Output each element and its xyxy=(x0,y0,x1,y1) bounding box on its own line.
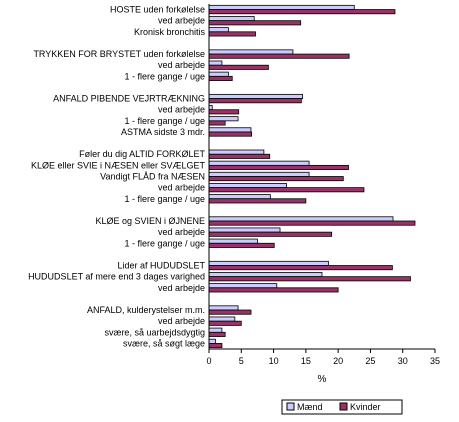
bar-m-nd xyxy=(208,272,323,278)
bar-m-nd xyxy=(208,283,278,289)
bar-m-nd xyxy=(208,4,355,10)
bar-kvinder xyxy=(208,20,302,26)
bar-kvinder xyxy=(208,109,240,115)
category-label: ved arbejde xyxy=(158,316,205,326)
bar-kvinder xyxy=(208,98,302,104)
bar-m-nd xyxy=(208,260,329,266)
x-tick-label: 20 xyxy=(333,356,343,366)
category-label: 1 - flere gange / uge xyxy=(124,238,205,248)
bar-m-nd xyxy=(208,327,223,333)
category-label: ved arbejde xyxy=(158,60,205,70)
bar-kvinder xyxy=(208,64,269,70)
legend-swatch-kvinder xyxy=(339,402,348,411)
x-axis-title: % xyxy=(318,374,327,385)
category-label: Lider af HUDUDSLET xyxy=(117,261,205,271)
bar-m-nd xyxy=(208,127,252,133)
x-tick-label: 10 xyxy=(269,356,279,366)
bar-kvinder xyxy=(208,287,339,293)
bar-m-nd xyxy=(208,316,236,322)
bar-kvinder xyxy=(208,276,411,282)
bar-m-nd xyxy=(208,149,265,155)
x-tick-label: 25 xyxy=(365,356,375,366)
category-label: KLØE eller SVIE i NÆSEN eller SVÆLGET xyxy=(31,160,206,170)
bar-kvinder xyxy=(208,31,256,37)
bar-m-nd xyxy=(208,93,304,99)
category-label: ANFALD PIBENDE VEJRTRÆKNING xyxy=(53,94,205,104)
legend: Mænd Kvinder xyxy=(281,399,403,415)
bar-kvinder xyxy=(208,176,344,182)
category-label: ved arbejde xyxy=(158,227,205,237)
category-label: TRYKKEN FOR BRYSTET uden forkølelse xyxy=(33,49,205,59)
category-label: Vandigt FLÅD fra NÆSEN xyxy=(100,172,205,182)
legend-label-maend: Mænd xyxy=(297,402,323,412)
bar-kvinder xyxy=(208,131,253,137)
category-label: ved arbejde xyxy=(158,16,205,26)
bar-m-nd xyxy=(208,238,258,244)
legend-label-kvinder: Kvinder xyxy=(350,402,381,412)
category-label: svære, så uarbejdsdygtig xyxy=(104,327,205,337)
bar-m-nd xyxy=(208,71,229,77)
bar-kvinder xyxy=(208,164,349,171)
bar-m-nd xyxy=(208,27,229,33)
bars-layer xyxy=(208,4,416,349)
bar-kvinder xyxy=(208,331,226,337)
category-label: HOSTE uden forkølelse xyxy=(110,5,205,15)
bar-m-nd xyxy=(208,49,294,55)
bar-m-nd xyxy=(208,116,239,122)
category-label: ASTMA sidste 3 mdr. xyxy=(121,127,205,137)
x-tick-label: 35 xyxy=(430,356,440,366)
bar-kvinder xyxy=(208,242,275,248)
bar-m-nd xyxy=(208,194,271,200)
bar-kvinder xyxy=(208,198,307,204)
x-axis: % 0 5 10 15 20 25 30 35 xyxy=(206,4,440,385)
bar-m-nd xyxy=(208,16,255,22)
category-label: 1 - flere gange / uge xyxy=(124,116,205,126)
category-label: ved arbejde xyxy=(158,283,205,293)
bar-kvinder xyxy=(208,309,252,315)
bar-m-nd xyxy=(208,338,216,344)
bar-kvinder xyxy=(208,220,416,226)
x-tick-label: 0 xyxy=(206,356,211,366)
bar-m-nd xyxy=(208,227,281,233)
category-label: Føler du dig ALTID FORKØLET xyxy=(79,149,205,159)
bar-kvinder xyxy=(208,187,365,193)
bar-kvinder xyxy=(208,265,393,271)
bar-kvinder xyxy=(208,53,350,59)
x-tick-label: 15 xyxy=(301,356,311,366)
category-label: ANFALD, kulderystelser m.m. xyxy=(87,305,205,315)
x-tick-label: 30 xyxy=(398,356,408,366)
category-label: Kronisk bronchitis xyxy=(134,27,206,37)
category-label: ved arbejde xyxy=(158,105,205,115)
category-label: 1 - flere gange / uge xyxy=(124,71,205,81)
bar-kvinder xyxy=(208,320,242,326)
category-label: KLØE og SVIEN i ØJNENE xyxy=(95,216,205,226)
legend-swatch-maend xyxy=(286,402,295,411)
bar-m-nd xyxy=(208,60,223,66)
category-label: 1 - flere gange / uge xyxy=(124,194,205,204)
bar-kvinder xyxy=(208,9,396,15)
bar-kvinder xyxy=(208,231,333,237)
category-label: ved arbejde xyxy=(158,183,205,193)
bar-m-nd xyxy=(208,182,287,189)
bar-kvinder xyxy=(208,153,271,159)
bar-m-nd xyxy=(208,160,310,166)
bar-kvinder xyxy=(208,75,233,81)
bar-m-nd xyxy=(208,216,394,222)
category-label: svære, så søgt læge xyxy=(123,338,205,348)
bar-m-nd xyxy=(208,305,239,311)
category-label: HUDUDSLET af mere end 3 dages varighed xyxy=(28,272,205,282)
bar-kvinder xyxy=(208,120,226,126)
bar-kvinder xyxy=(208,343,223,349)
bar-m-nd xyxy=(208,171,310,177)
x-tick-label: 5 xyxy=(239,356,244,366)
